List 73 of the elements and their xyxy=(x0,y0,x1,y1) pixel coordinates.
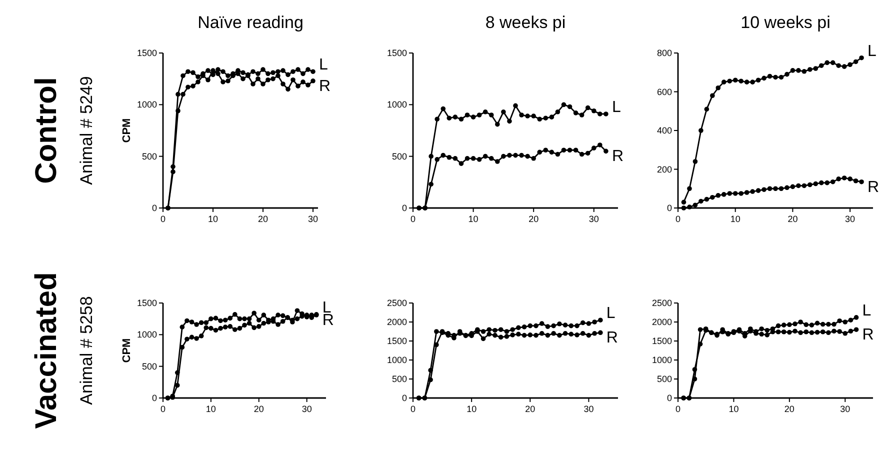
y-tick-label: 1500 xyxy=(386,48,407,58)
text: Vaccinated xyxy=(30,272,63,429)
x-tick-label: 20 xyxy=(528,214,539,224)
y-tick-label: 1500 xyxy=(136,48,157,58)
y-tick-label: 2000 xyxy=(652,317,672,327)
y-tick-label: 0 xyxy=(402,203,407,213)
y-tick-label: 500 xyxy=(392,151,407,162)
y-tick-label: 1000 xyxy=(136,100,157,110)
chart-title: Naïve reading xyxy=(198,13,304,32)
chart-title: 8 weeks pi xyxy=(485,13,566,32)
x-tick-label: 0 xyxy=(675,214,681,224)
text: Control xyxy=(30,77,63,184)
x-tick-label: 0 xyxy=(410,404,416,414)
text: Animal # 5249 xyxy=(77,76,96,185)
y-tick-label: 500 xyxy=(656,374,672,384)
series-label: R xyxy=(612,148,624,166)
y-tick-label: 0 xyxy=(666,393,672,403)
y-tick-label: 1000 xyxy=(386,355,407,365)
y-tick-label: 2500 xyxy=(652,298,672,308)
series-label: R xyxy=(606,330,618,347)
x-tick-label: 10 xyxy=(728,404,739,414)
x-tick-label: 0 xyxy=(160,214,166,224)
x-tick-label: 0 xyxy=(160,404,166,414)
y-tick-label: 500 xyxy=(392,374,407,384)
y-tick-label: 2500 xyxy=(386,298,407,308)
series-label: R xyxy=(868,178,880,196)
x-tick-label: 30 xyxy=(584,404,594,414)
y-tick-label: 0 xyxy=(152,203,157,213)
x-tick-label: 0 xyxy=(675,404,681,414)
chart-title: 10 weeks pi xyxy=(740,13,830,32)
y-tick-label: 1500 xyxy=(136,298,157,308)
y-tick-label: 2000 xyxy=(386,317,407,327)
x-tick-label: 30 xyxy=(845,214,856,224)
text: Animal # 5258 xyxy=(77,296,96,405)
y-tick-label: 0 xyxy=(152,393,157,403)
x-tick-label: 20 xyxy=(525,404,536,414)
x-tick-label: 20 xyxy=(254,404,264,414)
series-label: L xyxy=(319,56,328,74)
x-tick-label: 10 xyxy=(208,214,218,224)
x-tick-label: 10 xyxy=(466,404,477,414)
y-tick-label: 400 xyxy=(656,126,672,136)
x-tick-label: 30 xyxy=(308,214,318,224)
y-tick-label: 200 xyxy=(656,164,672,174)
x-tick-label: 30 xyxy=(302,404,312,414)
x-tick-label: 0 xyxy=(410,214,416,224)
y-tick-label: 1000 xyxy=(652,355,672,365)
y-tick-label: 1000 xyxy=(386,100,407,110)
y-tick-label: 600 xyxy=(656,86,672,97)
y-tick-label: 500 xyxy=(142,151,157,162)
series-label: R xyxy=(319,78,331,95)
x-tick-label: 30 xyxy=(588,214,599,224)
series-label: L xyxy=(868,42,877,60)
y-axis-title: CPM xyxy=(121,338,133,363)
y-tick-label: 1000 xyxy=(136,330,157,340)
x-tick-label: 20 xyxy=(788,214,798,224)
series-label: L xyxy=(606,305,616,322)
y-tick-label: 1500 xyxy=(386,336,407,346)
series-label: L xyxy=(862,302,872,320)
x-tick-label: 30 xyxy=(840,404,850,414)
y-tick-label: 1500 xyxy=(652,336,672,346)
x-tick-label: 10 xyxy=(468,214,478,224)
x-tick-label: 20 xyxy=(258,214,268,224)
series-label: R xyxy=(322,312,334,330)
x-tick-label: 20 xyxy=(784,404,794,414)
x-tick-label: 10 xyxy=(206,404,216,414)
series-label: R xyxy=(862,326,874,344)
series-label: L xyxy=(612,98,621,116)
y-tick-label: 0 xyxy=(666,203,672,213)
y-tick-label: 500 xyxy=(142,361,157,372)
y-tick-label: 800 xyxy=(656,48,672,58)
x-tick-label: 10 xyxy=(730,214,740,224)
y-axis-title: CPM xyxy=(121,118,133,143)
y-tick-label: 0 xyxy=(402,393,407,403)
